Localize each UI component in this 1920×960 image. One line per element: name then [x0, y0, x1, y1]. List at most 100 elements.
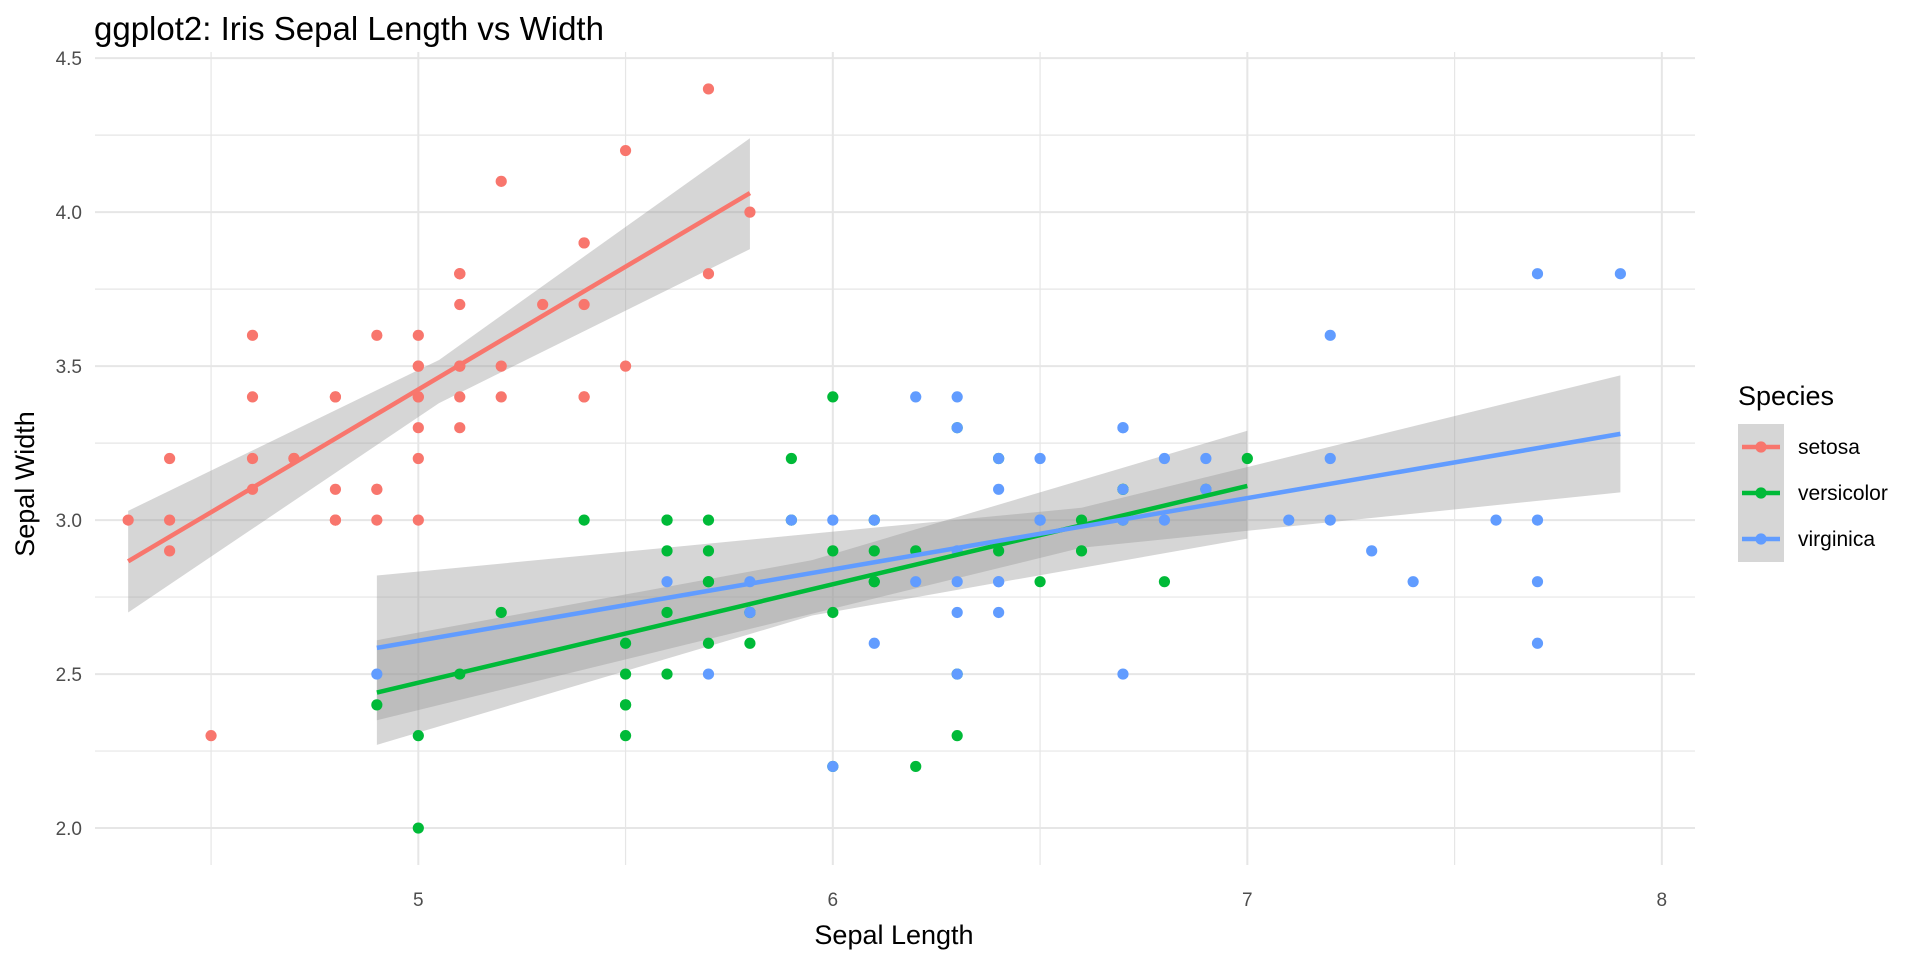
- setosa-point: [329, 514, 342, 526]
- versicolor-point: [951, 730, 963, 742]
- virginica-point: [1614, 268, 1626, 280]
- y-axis-title: Sepal Width: [10, 411, 40, 557]
- virginica-point: [661, 576, 673, 588]
- virginica-point: [1117, 422, 1129, 434]
- versicolor-point: [578, 514, 590, 526]
- setosa-point: [246, 391, 259, 403]
- virginica-point: [1324, 452, 1336, 465]
- virginica-point: [951, 576, 963, 588]
- versicolor-point: [868, 545, 880, 557]
- y-tick-label: 2.0: [56, 819, 82, 840]
- versicolor-point: [910, 760, 922, 773]
- y-tick-label: 3.0: [56, 511, 82, 532]
- virginica-point: [827, 514, 839, 526]
- virginica-point: [1490, 514, 1502, 526]
- setosa-point: [122, 514, 134, 526]
- versicolor-point: [702, 514, 715, 526]
- versicolor-point: [661, 606, 673, 619]
- setosa-point: [578, 298, 590, 311]
- virginica-point: [785, 514, 797, 526]
- versicolor-point: [827, 391, 839, 403]
- y-tick-label: 3.5: [56, 357, 82, 378]
- x-axis-title: Sepal Length: [814, 920, 973, 950]
- setosa-point: [246, 452, 259, 465]
- setosa-point: [454, 391, 466, 403]
- virginica-point: [1158, 514, 1171, 526]
- legend-key-point: [1755, 487, 1767, 499]
- versicolor-point: [661, 545, 673, 557]
- virginica-point: [993, 606, 1005, 619]
- setosa-point: [454, 298, 466, 311]
- virginica-point: [1158, 452, 1171, 465]
- virginica-point: [910, 391, 922, 403]
- x-tick-label: 8: [1657, 890, 1668, 911]
- versicolor-point: [619, 730, 632, 742]
- setosa-point: [412, 391, 424, 403]
- setosa-point: [164, 545, 176, 557]
- virginica-point: [1531, 514, 1544, 526]
- virginica-point: [1117, 668, 1129, 680]
- virginica-point: [1531, 576, 1544, 588]
- setosa-point: [412, 452, 424, 465]
- virginica-point: [951, 391, 963, 403]
- virginica-point: [702, 668, 715, 680]
- setosa-regression-line: [127, 191, 752, 564]
- versicolor-point: [1034, 576, 1046, 588]
- setosa-point: [495, 391, 507, 403]
- setosa-point: [412, 360, 424, 372]
- setosa-point: [702, 268, 715, 280]
- legend-items: setosa versicolor virginica: [1738, 424, 1888, 562]
- setosa-point: [371, 514, 383, 526]
- setosa-point: [164, 514, 176, 526]
- virginica-point: [1200, 452, 1212, 465]
- virginica-point: [1283, 514, 1295, 526]
- versicolor-point: [1241, 452, 1253, 465]
- versicolor-point: [619, 668, 632, 680]
- virginica-point: [910, 576, 922, 588]
- versicolor-point: [1075, 545, 1088, 557]
- versicolor-point: [827, 545, 839, 557]
- legend-label-virginica: virginica: [1798, 528, 1875, 551]
- setosa-point: [412, 329, 424, 341]
- x-tick-label: 7: [1242, 890, 1253, 911]
- setosa-point: [246, 329, 259, 341]
- versicolor-point: [412, 822, 424, 834]
- x-tick-label: 5: [413, 890, 424, 911]
- versicolor-point: [827, 606, 839, 619]
- versicolor-point: [785, 452, 797, 465]
- setosa-point: [578, 237, 590, 249]
- versicolor-point: [702, 576, 715, 588]
- virginica-point: [868, 637, 880, 649]
- setosa-point: [412, 422, 424, 434]
- virginica-point: [1200, 483, 1212, 495]
- virginica-point: [868, 514, 880, 526]
- versicolor-point: [619, 637, 632, 649]
- setosa-point: [495, 360, 507, 372]
- virginica-point: [1407, 576, 1419, 588]
- virginica-point: [1034, 514, 1046, 526]
- x-axis-ticks: 5 6 7 8: [413, 890, 1667, 911]
- setosa-point: [412, 514, 424, 526]
- virginica-point: [1324, 514, 1336, 526]
- chart-title: ggplot2: Iris Sepal Length vs Width: [94, 10, 604, 47]
- versicolor-point: [661, 668, 673, 680]
- setosa-point: [454, 268, 466, 280]
- x-tick-label: 6: [828, 890, 839, 911]
- virginica-point: [993, 483, 1005, 495]
- virginica-point: [993, 576, 1005, 588]
- versicolor-point: [412, 730, 424, 742]
- virginica-point: [1117, 483, 1129, 495]
- virginica-point: [827, 760, 839, 773]
- virginica-point: [951, 422, 963, 434]
- regression-lines: [127, 191, 1621, 695]
- y-tick-label: 4.0: [56, 203, 82, 224]
- versicolor-point: [661, 514, 673, 526]
- virginica-point: [993, 452, 1005, 465]
- virginica-point: [744, 606, 756, 619]
- virginica-point: [1531, 268, 1544, 280]
- versicolor-regression-line: [376, 483, 1248, 695]
- virginica-point: [371, 668, 383, 680]
- legend-key-point: [1755, 441, 1767, 453]
